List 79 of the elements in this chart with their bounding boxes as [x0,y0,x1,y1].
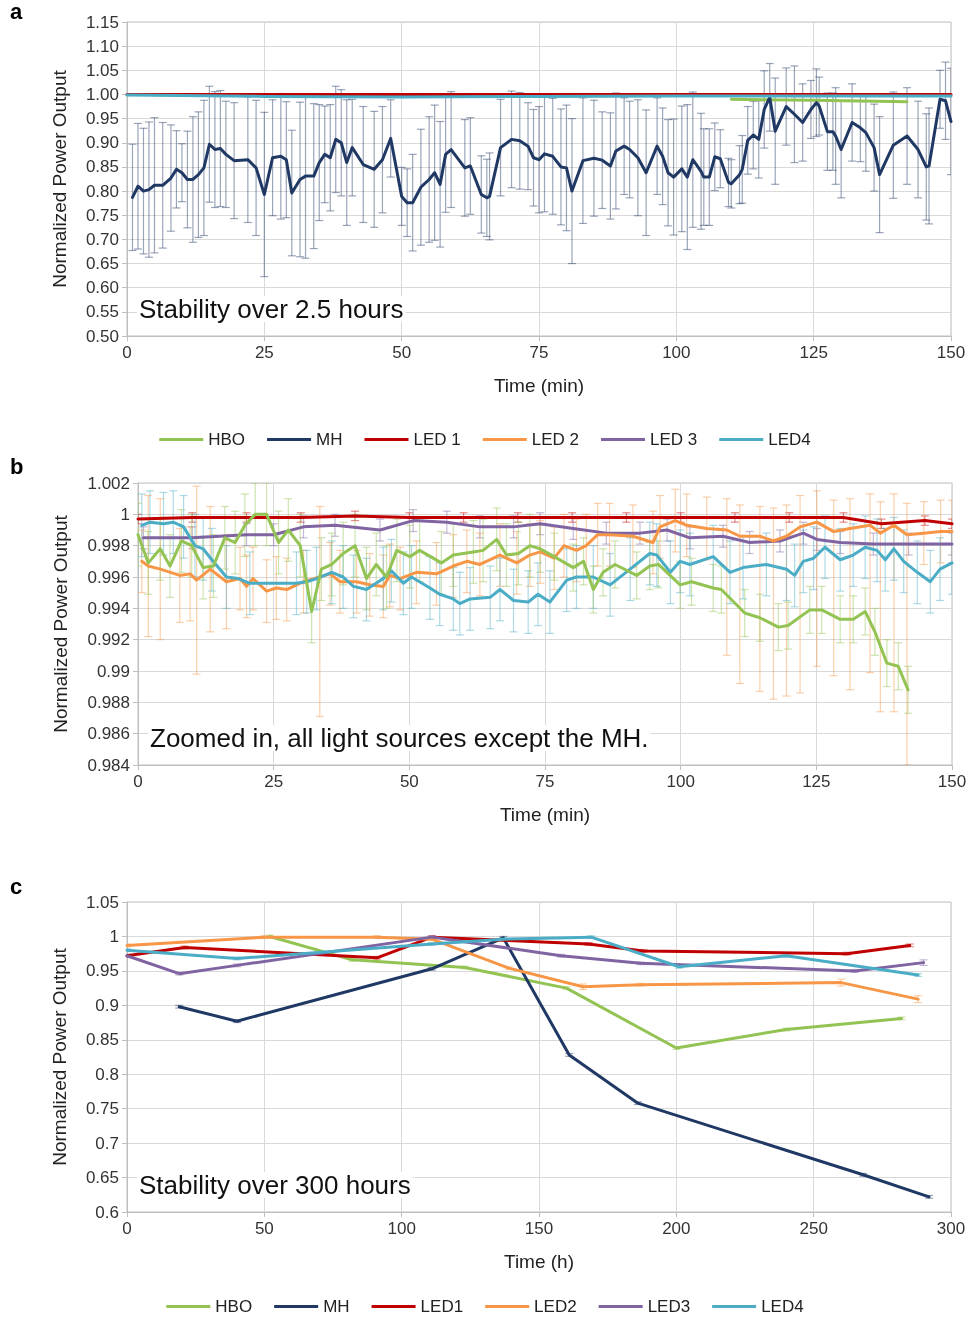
x-tick-label: 50 [254,1219,274,1238]
legend-label: LED 1 [413,430,461,449]
y-axis-title: Normalized Power Output [49,947,70,1166]
x-tick-label: 150 [937,772,967,791]
legend-label: LED4 [768,430,811,449]
legend-label: HBO [215,1297,253,1316]
legend-label: MH [323,1297,350,1316]
x-tick-label: 0 [122,343,132,362]
y-tick-label: 0.6 [95,1202,119,1222]
x-axis-title: Time (min) [499,804,591,825]
x-tick-label: 250 [799,1219,828,1238]
y-tick-label: 0.80 [85,181,119,201]
x-tick-label: 150 [936,343,966,362]
x-tick-label: 125 [802,772,831,791]
y-tick-label: 0.55 [85,302,119,322]
legend-label: LED1 [420,1297,464,1316]
x-tick-label: 300 [936,1219,966,1238]
y-tick-label: 0.8 [95,1064,119,1084]
y-tick-label: 0.85 [85,1030,119,1050]
y-tick-label: 0.95 [85,961,119,981]
y-tick-label: 0.994 [87,598,130,618]
y-tick-label: 1.002 [87,473,130,493]
legend-label: LED2 [534,1297,577,1316]
chart-title: b [10,453,24,479]
x-tick-label: 75 [529,343,549,362]
annotation: Stability over 300 hours [139,1170,411,1200]
x-tick-label: 50 [392,343,412,362]
y-tick-label: 0.998 [87,536,130,556]
x-tick-label: 0 [122,1219,132,1238]
legend-label: LED4 [761,1297,804,1316]
y-tick-label: 1 [120,504,130,524]
y-tick-label: 1.15 [85,12,119,32]
legend-label: LED 3 [650,430,698,449]
x-tick-label: 25 [264,772,284,791]
annotation: Stability over 2.5 hours [139,294,404,324]
y-tick-label: 1.00 [85,84,119,104]
chart-title: c [10,873,23,899]
x-tick-label: 50 [399,772,419,791]
y-tick-label: 0.65 [85,1168,119,1188]
y-axis-title: Normalized Power Output [50,514,71,733]
x-tick-label: 100 [387,1219,416,1238]
y-tick-label: 0.60 [85,278,119,298]
legend-label: HBO [208,430,246,449]
y-tick-label: 0.988 [87,692,130,712]
y-tick-label: 0.65 [85,254,119,274]
y-tick-label: 1.05 [85,60,119,80]
y-tick-label: 0.984 [87,755,130,775]
x-axis-title: Time (min) [493,375,585,396]
annotation: Zoomed in, all light sources except the MH. [150,723,649,753]
y-tick-label: 0.75 [85,205,119,225]
y-tick-label: 0.95 [85,109,119,129]
chart-title: a [10,0,23,24]
legend-label: LED 2 [531,430,579,449]
y-tick-label: 0.85 [85,157,119,177]
x-tick-label: 25 [254,343,274,362]
y-tick-label: 0.996 [87,567,130,587]
x-tick-label: 75 [535,772,555,791]
legend-label: LED3 [647,1297,691,1316]
x-tick-label: 150 [524,1219,554,1238]
x-tick-label: 100 [666,772,695,791]
y-tick-label: 1 [109,926,119,946]
x-tick-label: 125 [799,343,828,362]
y-tick-label: 0.992 [87,630,130,650]
x-tick-label: 200 [662,1219,691,1238]
y-tick-label: 0.7 [95,1133,119,1153]
legend-label: MH [316,430,343,449]
y-tick-label: 0.75 [85,1099,119,1119]
x-axis-title: Time (h) [503,1251,575,1272]
y-axis-title: Normalized Power Output [49,69,70,288]
x-tick-label: 100 [662,343,691,362]
y-tick-label: 0.50 [85,326,119,346]
y-tick-label: 0.90 [85,133,119,153]
y-tick-label: 0.986 [87,724,130,744]
y-tick-label: 0.70 [85,229,119,249]
y-tick-label: 1.05 [85,892,119,912]
x-tick-label: 0 [133,772,143,791]
y-tick-label: 0.99 [96,661,130,681]
y-tick-label: 1.10 [85,36,119,56]
y-tick-label: 0.9 [95,995,119,1015]
